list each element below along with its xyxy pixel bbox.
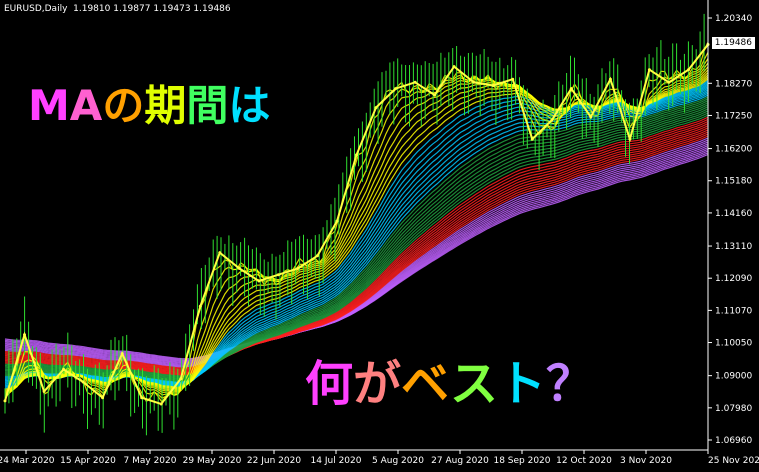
y-tick-label: 1.15180	[715, 177, 752, 187]
overlay-char: の	[102, 81, 144, 130]
price-point	[511, 77, 515, 81]
price-point	[335, 219, 339, 223]
price-point	[296, 266, 300, 270]
overlay-char: 何	[305, 356, 353, 412]
price-point	[608, 77, 612, 81]
y-tick-label: 1.12090	[715, 274, 752, 284]
price-point	[81, 380, 85, 384]
price-point	[355, 153, 358, 157]
price-point	[569, 87, 573, 91]
x-tick-label: 25 Nov 2020	[708, 456, 759, 466]
price-point	[237, 266, 241, 270]
price-point	[159, 402, 163, 406]
price-point	[530, 137, 534, 141]
symbol-name: EURUSD,Daily	[4, 4, 68, 14]
price-point	[276, 273, 280, 277]
x-axis-ticks: 24 Mar 2020 15 Apr 2020 7 May 2020 29 May 2…	[0, 450, 759, 466]
overlay-char: ベ	[401, 356, 450, 412]
price-point	[23, 333, 26, 337]
current-price-label: 1.19486	[711, 37, 755, 49]
price-point	[140, 396, 144, 400]
ma-line	[4, 125, 709, 373]
y-tick-label: 1.10050	[715, 339, 752, 349]
ohlc-close: 1.19486	[193, 4, 231, 14]
overlay-char: が	[353, 356, 401, 412]
price-point	[179, 377, 183, 381]
ohlc-open: 1.19810	[73, 4, 111, 14]
price-point	[198, 304, 202, 308]
x-tick-label: 24 Mar 2020	[0, 456, 55, 466]
ohlc-high: 1.19877	[113, 4, 151, 14]
ma-line	[4, 112, 709, 378]
y-axis-ticks: 1.20340 1.18270 1.17250 1.16200 1.15180 1.141…	[708, 14, 752, 446]
price-point	[3, 399, 7, 403]
x-tick-label: 18 Sep 2020	[493, 456, 550, 466]
price-point	[413, 80, 417, 84]
x-tick-label: 14 Jul 2020	[311, 456, 362, 466]
y-tick-label: 1.07980	[715, 404, 752, 414]
title-overlay: MAの期間は 何がベスト？	[28, 81, 594, 412]
y-tick-label: 1.20340	[715, 14, 752, 24]
price-point	[628, 137, 632, 141]
price-point	[374, 106, 378, 110]
x-tick-label: 3 Nov 2020	[620, 456, 672, 466]
price-point	[491, 84, 495, 87]
price-point	[42, 389, 46, 393]
price-point	[120, 352, 124, 356]
overlay-char: 間	[186, 81, 228, 130]
ma-line	[4, 127, 709, 372]
overlay-title-line1: MAの期間は	[28, 81, 270, 130]
ma-line	[4, 116, 709, 376]
ohlc-low: 1.19473	[153, 4, 191, 14]
x-tick-label: 7 May 2020	[124, 456, 177, 466]
y-tick-label: 1.18270	[715, 79, 752, 89]
y-tick-label: 1.09000	[715, 372, 752, 382]
price-series	[3, 13, 710, 436]
price-point	[647, 68, 651, 72]
overlay-char: ？	[546, 356, 594, 412]
price-point	[472, 80, 476, 84]
overlay-char: は	[228, 81, 270, 130]
ma-line	[4, 131, 709, 371]
ma-line	[4, 133, 709, 370]
price-point	[394, 87, 398, 91]
overlay-char: M	[28, 81, 70, 130]
x-tick-label: 12 Oct 2020	[556, 456, 612, 466]
y-tick-label: 1.17250	[715, 111, 752, 121]
y-tick-label: 1.13110	[715, 242, 752, 252]
x-tick-label: 27 Aug 2020	[431, 456, 489, 466]
ma-line	[4, 42, 709, 404]
ma-line	[4, 135, 709, 369]
x-tick-label: 29 May 2020	[183, 456, 242, 466]
y-tick-label: 1.11070	[715, 306, 752, 316]
symbol-header: EURUSD,Daily 1.19810 1.19877 1.19473 1.1…	[4, 4, 231, 14]
overlay-char: A	[70, 81, 103, 130]
price-point	[315, 254, 319, 258]
overlay-char: ト	[498, 356, 546, 412]
price-point	[218, 251, 222, 255]
x-tick-label: 5 Aug 2020	[372, 456, 424, 466]
x-tick-label: 15 Apr 2020	[60, 456, 116, 466]
y-tick-label: 1.16200	[715, 145, 752, 155]
overlay-char: 期	[144, 81, 186, 130]
overlay-title-line2: 何がベスト？	[305, 356, 594, 412]
price-point	[550, 118, 554, 122]
price-point	[433, 93, 437, 97]
ma-line	[4, 129, 709, 372]
x-tick-label: 22 Jun 2020	[247, 456, 301, 466]
overlay-char: ス	[450, 356, 498, 412]
y-tick-label: 1.14160	[715, 209, 752, 219]
price-point	[667, 80, 671, 84]
price-point	[687, 68, 690, 72]
price-point	[589, 115, 593, 119]
price-point	[257, 279, 261, 283]
y-tick-label: 1.06960	[715, 436, 752, 446]
price-point	[452, 65, 456, 69]
ma-line	[4, 52, 709, 400]
price-point	[101, 396, 105, 400]
price-point	[62, 367, 66, 371]
ma-line	[4, 114, 709, 377]
